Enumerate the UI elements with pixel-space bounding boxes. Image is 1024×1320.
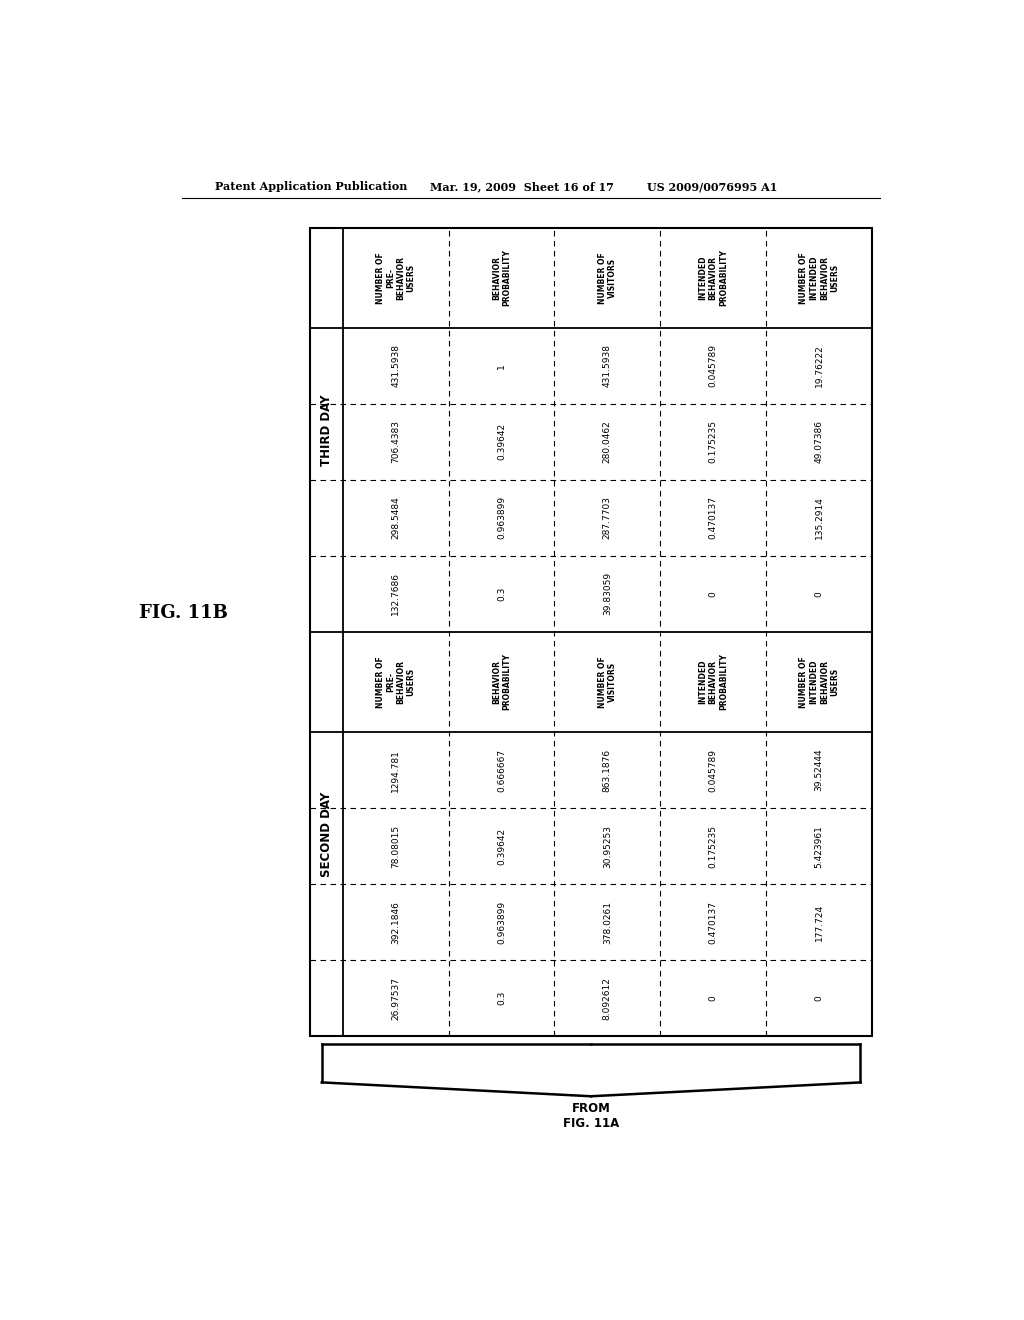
Text: 0.39642: 0.39642 bbox=[497, 424, 506, 461]
Text: 0.175235: 0.175235 bbox=[709, 825, 718, 867]
Text: 26.97537: 26.97537 bbox=[391, 977, 400, 1019]
Text: 431.5938: 431.5938 bbox=[391, 345, 400, 387]
Text: FIG. 11B: FIG. 11B bbox=[139, 603, 228, 622]
Text: FROM
FIG. 11A: FROM FIG. 11A bbox=[563, 1102, 620, 1130]
Text: Mar. 19, 2009  Sheet 16 of 17: Mar. 19, 2009 Sheet 16 of 17 bbox=[430, 181, 614, 193]
Text: 0: 0 bbox=[709, 591, 718, 597]
Text: 0: 0 bbox=[709, 995, 718, 1001]
Text: 8.092612: 8.092612 bbox=[603, 977, 611, 1019]
Text: BEHAVIOR
PROBABILITY: BEHAVIOR PROBABILITY bbox=[492, 653, 511, 710]
Text: 78.08015: 78.08015 bbox=[391, 825, 400, 867]
Text: INTENDED
BEHAVIOR
PROBABILITY: INTENDED BEHAVIOR PROBABILITY bbox=[698, 249, 728, 306]
Text: 19.76222: 19.76222 bbox=[814, 345, 823, 387]
Text: US 2009/0076995 A1: US 2009/0076995 A1 bbox=[647, 181, 777, 193]
Text: 49.07386: 49.07386 bbox=[814, 420, 823, 463]
Text: BEHAVIOR
PROBABILITY: BEHAVIOR PROBABILITY bbox=[492, 249, 511, 306]
Text: NUMBER OF
INTENDED
BEHAVIOR
USERS: NUMBER OF INTENDED BEHAVIOR USERS bbox=[799, 656, 839, 708]
Text: 431.5938: 431.5938 bbox=[603, 345, 611, 387]
Text: 135.2914: 135.2914 bbox=[814, 496, 823, 540]
Text: 0.39642: 0.39642 bbox=[497, 828, 506, 865]
Text: NUMBER OF
PRE-
BEHAVIOR
USERS: NUMBER OF PRE- BEHAVIOR USERS bbox=[376, 252, 416, 304]
Text: 287.7703: 287.7703 bbox=[603, 496, 611, 540]
Text: 0: 0 bbox=[814, 995, 823, 1001]
Text: Patent Application Publication: Patent Application Publication bbox=[215, 181, 408, 193]
Text: 0.3: 0.3 bbox=[497, 991, 506, 1006]
Bar bbox=[310, 228, 872, 1036]
Text: 706.4383: 706.4383 bbox=[391, 420, 400, 463]
Text: 0.963899: 0.963899 bbox=[497, 496, 506, 540]
Text: THIRD DAY: THIRD DAY bbox=[319, 395, 333, 466]
Text: 392.1846: 392.1846 bbox=[391, 900, 400, 944]
Text: 0.666667: 0.666667 bbox=[497, 748, 506, 792]
Text: NUMBER OF
VISITORS: NUMBER OF VISITORS bbox=[598, 252, 617, 304]
Text: 0.470137: 0.470137 bbox=[709, 496, 718, 540]
Text: SECOND DAY: SECOND DAY bbox=[319, 792, 333, 876]
Text: 39.52444: 39.52444 bbox=[814, 748, 823, 792]
Text: 0.3: 0.3 bbox=[497, 587, 506, 601]
Text: 298.5484: 298.5484 bbox=[391, 496, 400, 540]
Text: 0.175235: 0.175235 bbox=[709, 420, 718, 463]
Text: 5.423961: 5.423961 bbox=[814, 825, 823, 867]
Text: 132.7686: 132.7686 bbox=[391, 573, 400, 615]
Text: INTENDED
BEHAVIOR
PROBABILITY: INTENDED BEHAVIOR PROBABILITY bbox=[698, 653, 728, 710]
Text: NUMBER OF
VISITORS: NUMBER OF VISITORS bbox=[598, 656, 617, 708]
Text: 863.1876: 863.1876 bbox=[603, 748, 611, 792]
Text: 0.470137: 0.470137 bbox=[709, 900, 718, 944]
Text: 1: 1 bbox=[497, 363, 506, 368]
Text: NUMBER OF
INTENDED
BEHAVIOR
USERS: NUMBER OF INTENDED BEHAVIOR USERS bbox=[799, 252, 839, 304]
Text: 30.95253: 30.95253 bbox=[603, 825, 611, 867]
Text: 0.963899: 0.963899 bbox=[497, 900, 506, 944]
Text: 0.045789: 0.045789 bbox=[709, 345, 718, 387]
Text: 0: 0 bbox=[814, 591, 823, 597]
Text: NUMBER OF
PRE-
BEHAVIOR
USERS: NUMBER OF PRE- BEHAVIOR USERS bbox=[376, 656, 416, 708]
Text: 280.0462: 280.0462 bbox=[603, 421, 611, 463]
Text: 39.83059: 39.83059 bbox=[603, 573, 611, 615]
Text: 1294.781: 1294.781 bbox=[391, 748, 400, 792]
Text: 177.724: 177.724 bbox=[814, 904, 823, 941]
Text: 0.045789: 0.045789 bbox=[709, 748, 718, 792]
Text: 378.0261: 378.0261 bbox=[603, 900, 611, 944]
